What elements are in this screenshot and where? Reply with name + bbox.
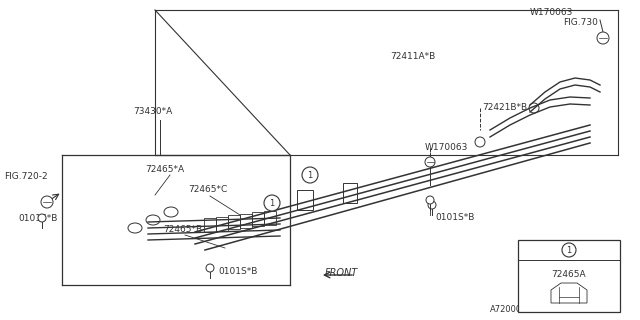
Text: 72465*B: 72465*B xyxy=(163,225,202,234)
Circle shape xyxy=(597,32,609,44)
Circle shape xyxy=(428,201,436,209)
Text: 0101S*B: 0101S*B xyxy=(218,267,257,276)
Text: FIG.720-2: FIG.720-2 xyxy=(4,172,47,181)
Bar xyxy=(252,212,264,226)
Bar xyxy=(343,183,357,203)
Text: W170063: W170063 xyxy=(425,143,468,152)
Text: 72465*A: 72465*A xyxy=(145,165,184,174)
Circle shape xyxy=(562,243,576,257)
Text: FRONT: FRONT xyxy=(325,268,358,278)
Circle shape xyxy=(38,214,46,222)
Text: 72465*C: 72465*C xyxy=(188,185,227,194)
Text: 0101S*B: 0101S*B xyxy=(18,214,58,223)
Bar xyxy=(297,190,313,210)
Circle shape xyxy=(426,196,434,204)
Circle shape xyxy=(41,196,53,208)
Bar xyxy=(228,215,240,229)
Text: 72465A: 72465A xyxy=(552,270,586,279)
Bar xyxy=(518,240,620,312)
Bar xyxy=(204,218,216,232)
Bar xyxy=(264,211,276,225)
Bar xyxy=(216,217,228,230)
Text: 1: 1 xyxy=(269,198,275,207)
Circle shape xyxy=(264,195,280,211)
Text: W170063: W170063 xyxy=(530,8,573,17)
Text: 73430*A: 73430*A xyxy=(133,107,172,116)
Bar xyxy=(240,213,252,228)
Text: A720001595: A720001595 xyxy=(490,305,543,314)
Text: 1: 1 xyxy=(566,245,572,254)
Text: 72421B*B: 72421B*B xyxy=(482,103,527,112)
Text: 1: 1 xyxy=(307,171,312,180)
Circle shape xyxy=(302,167,318,183)
Circle shape xyxy=(206,264,214,272)
Circle shape xyxy=(425,157,435,167)
Text: FIG.730: FIG.730 xyxy=(563,18,598,27)
Text: 72411A*B: 72411A*B xyxy=(390,52,435,61)
Text: 0101S*B: 0101S*B xyxy=(435,213,474,222)
